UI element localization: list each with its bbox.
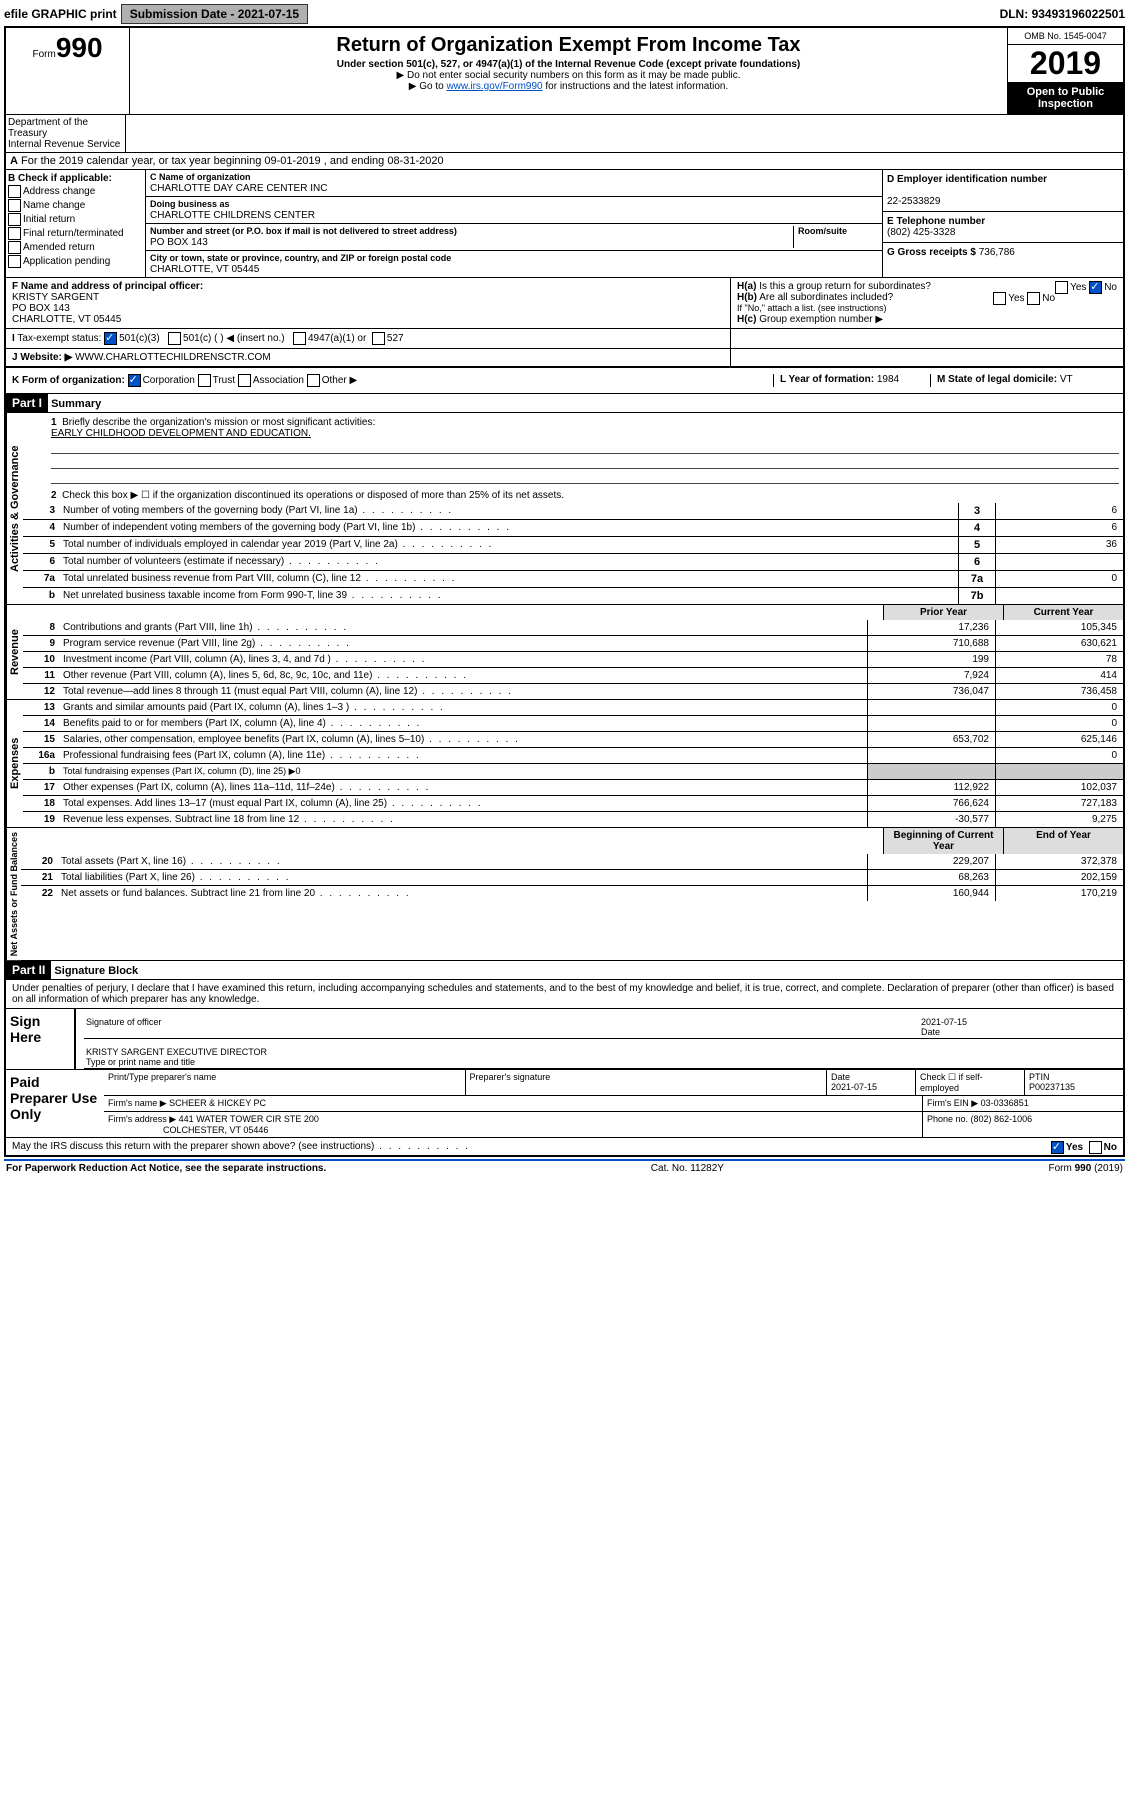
part1-header: Part I [6,394,48,412]
sign-here-label: Sign Here [6,1009,74,1049]
assoc-checkbox[interactable] [238,374,251,387]
discuss-no-checkbox[interactable] [1089,1141,1102,1154]
addr-change-checkbox[interactable] [8,185,21,198]
ha-no-checkbox[interactable] [1089,281,1102,294]
submission-date-button[interactable]: Submission Date - 2021-07-15 [121,4,308,24]
ein-phone-box: D Employer identification number22-25338… [882,170,1123,277]
sig-officer-label: Signature of officer [84,1009,919,1039]
footer-left: For Paperwork Reduction Act Notice, see … [6,1163,326,1174]
part2-header: Part II [6,961,51,979]
4947-checkbox[interactable] [293,332,306,345]
irs-link[interactable]: www.irs.gov/Form990 [446,81,542,92]
initial-return-checkbox[interactable] [8,213,21,226]
dln-label: DLN: 93493196022501 [1000,7,1125,21]
trust-checkbox[interactable] [198,374,211,387]
ha-yes-checkbox[interactable] [1055,281,1068,294]
discuss-yes-checkbox[interactable] [1051,1141,1064,1154]
net-side-label: Net Assets or Fund Balances [6,828,21,960]
form-title: Return of Organization Exempt From Incom… [134,34,1003,57]
year-formation: L Year of formation: 1984 [773,374,930,387]
gov-side-label: Activities & Governance [6,413,23,604]
form-container: Form990 Return of Organization Exempt Fr… [4,26,1125,1157]
501c3-checkbox[interactable] [104,332,117,345]
discuss-row: May the IRS discuss this return with the… [6,1138,1123,1155]
name-change-checkbox[interactable] [8,199,21,212]
footer-right: Form 990 (2019) [1049,1163,1123,1174]
other-checkbox[interactable] [307,374,320,387]
hb-yes-checkbox[interactable] [993,292,1006,305]
officer-box: F Name and address of principal officer:… [6,278,730,328]
501c-checkbox[interactable] [168,332,181,345]
tax-exempt-row: I Tax-exempt status: 501(c)(3) 501(c) ( … [6,329,730,348]
dept-label: Department of the Treasury Internal Reve… [6,115,126,152]
amended-checkbox[interactable] [8,241,21,254]
footer-mid: Cat. No. 11282Y [651,1163,724,1174]
form-number-box: Form990 [6,28,130,114]
section-b-checks: B Check if applicable: Address change Na… [6,170,146,277]
form-org-row: K Form of organization: Corporation Trus… [12,374,773,387]
527-checkbox[interactable] [372,332,385,345]
state-domicile: M State of legal domicile: VT [930,374,1117,387]
efile-label: efile GRAPHIC print [4,7,117,21]
group-return-box: H(a) Is this a group return for subordin… [730,278,1123,328]
form-title-area: Return of Organization Exempt From Incom… [130,28,1007,114]
app-pending-checkbox[interactable] [8,255,21,268]
org-info: C Name of organizationCHARLOTTE DAY CARE… [146,170,882,277]
paid-preparer-label: Paid Preparer Use Only [6,1070,104,1126]
declaration: Under penalties of perjury, I declare th… [6,980,1123,1009]
hb-no-checkbox[interactable] [1027,292,1040,305]
row-a: A For the 2019 calendar year, or tax yea… [6,153,1123,170]
final-return-checkbox[interactable] [8,227,21,240]
website-row: J Website: ▶ WWW.CHARLOTTECHILDRENSCTR.C… [6,349,730,366]
year-box: OMB No. 1545-0047 2019 Open to Public In… [1007,28,1123,114]
corp-checkbox[interactable] [128,374,141,387]
exp-side-label: Expenses [6,700,23,827]
rev-side-label: Revenue [6,605,23,699]
